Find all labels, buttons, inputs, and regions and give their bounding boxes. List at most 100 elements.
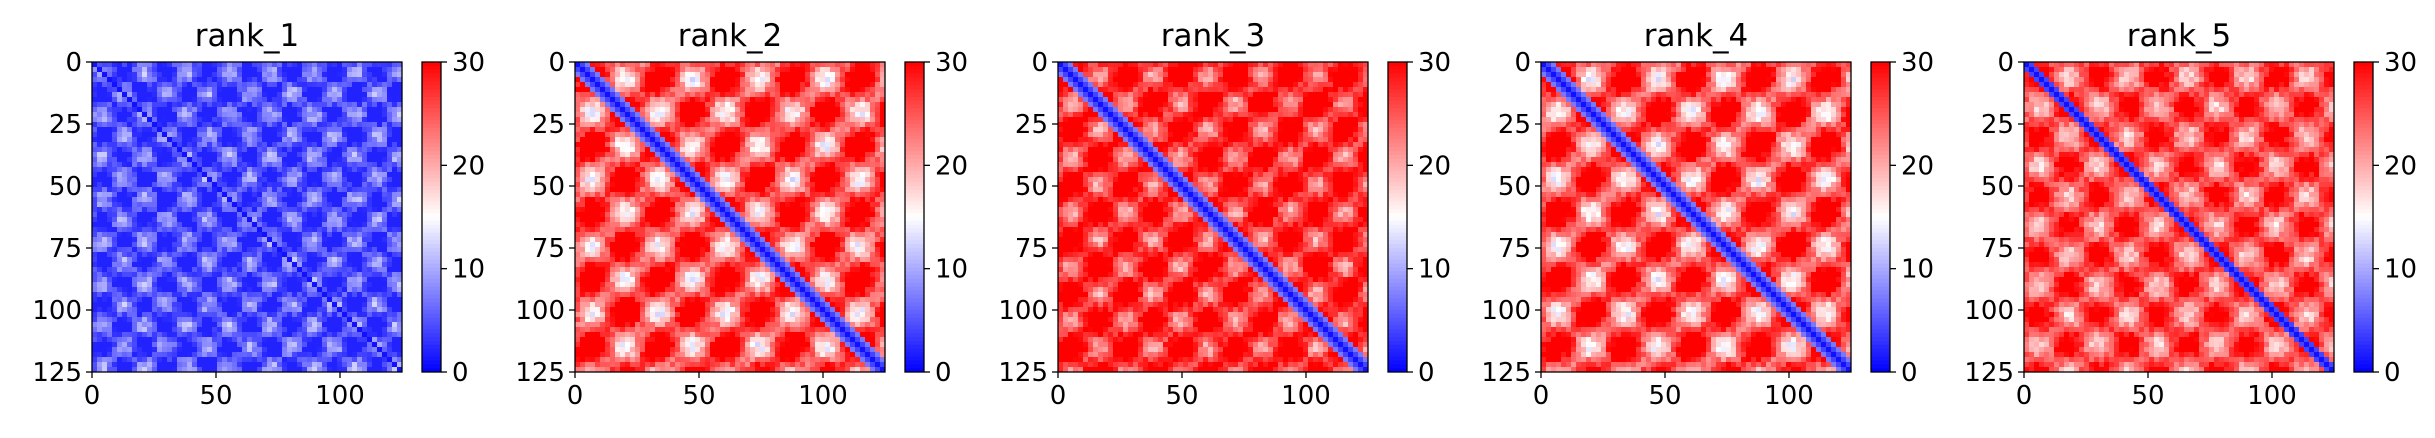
heatmap-cell [102,147,108,153]
heatmap-cell [147,357,153,363]
heatmap-cell [277,317,283,323]
heatmap-cell [232,247,238,253]
heatmap-cell [222,342,228,348]
heatmap-cell [685,122,691,128]
heatmap-cell [287,167,293,173]
heatmap-cell [845,127,851,133]
heatmap-cell [172,132,178,138]
heatmap-cell [835,137,841,143]
heatmap-cell [117,347,123,353]
heatmap-cell [785,92,791,98]
heatmap-cell [312,257,318,263]
heatmap-cell [745,112,751,118]
heatmap-cell [287,197,293,203]
heatmap-cell [790,122,796,128]
heatmap-cell [262,242,268,248]
heatmap-cell [855,117,861,123]
heatmap-cell [147,162,153,168]
heatmap-cell [222,302,228,308]
heatmap-cell [327,172,333,178]
heatmap-cell [392,122,398,128]
heatmap-cell [382,87,388,93]
heatmap-cell [177,307,183,313]
heatmap-cell [297,352,303,358]
heatmap-cell [102,62,108,68]
heatmap-cell [192,332,198,338]
heatmap-cell [665,142,671,148]
heatmap-cell [267,332,273,338]
heatmap-cell [157,282,163,288]
heatmap-cell [152,152,158,158]
heatmap-cell [605,107,611,113]
heatmap-cell [750,82,756,88]
heatmap-cell [207,337,213,343]
heatmap-cell [382,152,388,158]
heatmap-cell [600,127,606,133]
heatmap-cell [337,262,343,268]
heatmap-cell [825,62,831,68]
heatmap-cell [102,342,108,348]
heatmap-cell [272,82,278,88]
heatmap-cell [107,197,113,203]
heatmap-cell [127,207,133,213]
heatmap-cell [237,62,243,68]
heatmap-cell [132,227,138,233]
heatmap-cell [705,92,711,98]
heatmap-cell [97,317,103,323]
heatmap-cell [247,262,253,268]
heatmap-cell [780,122,786,128]
heatmap-cell [292,92,298,98]
heatmap-cell [167,347,173,353]
heatmap-cell [362,107,368,113]
heatmap-cell [362,327,368,333]
heatmap-cell [212,87,218,93]
heatmap-cell [137,157,143,163]
heatmap-cell [182,172,188,178]
heatmap-cell [765,82,771,88]
heatmap-cell [202,347,208,353]
heatmap-cell [357,297,363,303]
heatmap-cell [382,247,388,253]
heatmap-cell [142,192,148,198]
heatmap-cell [805,117,811,123]
heatmap-cell [137,292,143,298]
heatmap-cell [307,247,313,253]
heatmap-cell [595,62,601,68]
heatmap-cell [122,352,128,358]
colorbar-segment [422,147,441,152]
heatmap-cell [132,262,138,268]
heatmap-cell [297,87,303,93]
heatmap-cell [332,272,338,278]
heatmap-cell [397,347,403,353]
heatmap-cell [645,87,651,93]
heatmap-cell [147,312,153,318]
heatmap-cell [635,87,641,93]
heatmap-cell [322,357,328,363]
heatmap-cell [875,107,881,113]
heatmap-cell [317,247,323,253]
heatmap-cell [142,352,148,358]
heatmap-cell [342,187,348,193]
heatmap-cell [262,142,268,148]
heatmap-cell [357,312,363,318]
heatmap-cell [107,317,113,323]
heatmap-cell [227,262,233,268]
heatmap-cell [122,272,128,278]
heatmap-cell [327,232,333,238]
heatmap-cell [302,202,308,208]
heatmap-cell [277,92,283,98]
heatmap-cell [277,322,283,328]
heatmap-cell [675,92,681,98]
heatmap-cell [262,347,268,353]
heatmap-cell [377,352,383,358]
colorbar-segment [422,352,441,358]
heatmap-cell [397,102,403,108]
heatmap-cell [267,177,273,183]
heatmap-cell [347,182,353,188]
heatmap-cell [177,177,183,183]
heatmap-cell [342,362,348,368]
heatmap-cell [122,152,128,158]
heatmap-cell [645,137,651,143]
colorbar-segment [422,368,441,373]
heatmap-cell [785,77,791,83]
